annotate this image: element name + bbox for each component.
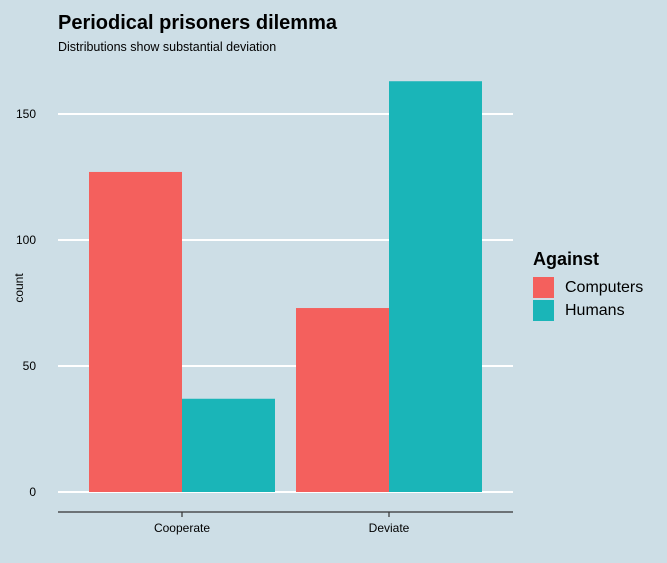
x-tick-label: Cooperate: [154, 521, 210, 535]
legend-swatch-computers: [533, 277, 554, 298]
legend-label-computers: Computers: [565, 278, 644, 296]
bar-computers-cooperate: [89, 171, 182, 492]
chart-subtitle: Distributions show substantial deviation: [58, 40, 277, 54]
y-tick-label: 50: [23, 359, 37, 373]
legend-item-computers: Computers: [533, 276, 643, 299]
legend: Against Computers Humans: [533, 249, 643, 322]
legend-swatch-humans: [533, 300, 554, 321]
y-tick-label: 150: [16, 107, 36, 121]
legend-item-humans: Humans: [533, 299, 643, 322]
bar-humans-deviate: [389, 81, 482, 493]
bar-computers-deviate: [296, 308, 389, 492]
legend-label-humans: Humans: [565, 301, 625, 319]
legend-title: Against: [533, 249, 600, 269]
x-tick-label: Deviate: [369, 521, 410, 535]
y-tick-label: 100: [16, 233, 36, 247]
chart-title: Periodical prisoners dilemma: [58, 12, 337, 34]
bar-humans-cooperate: [182, 398, 275, 492]
y-axis-title: count: [12, 273, 26, 303]
y-tick-label: 0: [29, 485, 36, 499]
